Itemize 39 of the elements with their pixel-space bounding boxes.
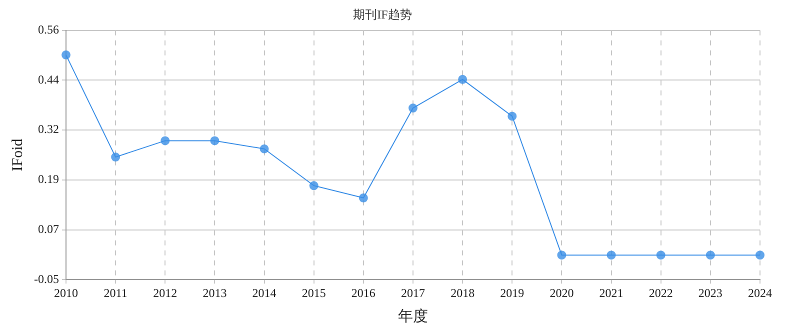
x-tick-label: 2022 bbox=[648, 286, 673, 300]
y-tick-label: 0.44 bbox=[38, 72, 59, 86]
point bbox=[606, 250, 616, 260]
x-tick-label: 2020 bbox=[550, 286, 574, 300]
x-tick-label: 2016 bbox=[351, 286, 376, 300]
point bbox=[706, 250, 715, 260]
x-tick-label: 2015 bbox=[302, 286, 326, 300]
x-tick-label: 2023 bbox=[698, 286, 722, 300]
y-tick-label: -0.05 bbox=[34, 272, 59, 286]
point bbox=[408, 104, 418, 113]
y-tick-label: 0.19 bbox=[38, 172, 59, 186]
point bbox=[160, 136, 170, 146]
x-tick-label: 2021 bbox=[599, 286, 624, 300]
point bbox=[61, 50, 70, 60]
x-axis-title: 年度 bbox=[398, 308, 428, 325]
x-tick-label: 2017 bbox=[401, 286, 425, 300]
point bbox=[756, 250, 764, 260]
y-tick-label: 0.32 bbox=[38, 122, 59, 136]
point bbox=[458, 74, 468, 84]
point bbox=[557, 250, 566, 260]
x-tick-label: 2013 bbox=[202, 286, 227, 300]
x-tick-label: 2019 bbox=[500, 286, 524, 300]
y-axis-title: IFoid bbox=[10, 138, 26, 172]
y-tick-label: 0.07 bbox=[38, 222, 59, 236]
x-tick-label: 2014 bbox=[252, 286, 276, 300]
point bbox=[309, 181, 318, 190]
x-tick-label: 2010 bbox=[54, 286, 78, 300]
point bbox=[508, 112, 517, 121]
x-tick-label: 2018 bbox=[450, 286, 475, 300]
point bbox=[260, 144, 269, 154]
x-tick-label: 2024 bbox=[748, 286, 772, 300]
point bbox=[210, 136, 220, 146]
point bbox=[358, 193, 368, 202]
x-tick-label: 2012 bbox=[153, 286, 178, 300]
chart-title: 期刊IF趋势 bbox=[353, 7, 412, 22]
x-tick-label: 2011 bbox=[104, 286, 128, 300]
point bbox=[656, 250, 666, 260]
point bbox=[111, 152, 120, 162]
y-tick-label: 0.56 bbox=[38, 22, 59, 37]
